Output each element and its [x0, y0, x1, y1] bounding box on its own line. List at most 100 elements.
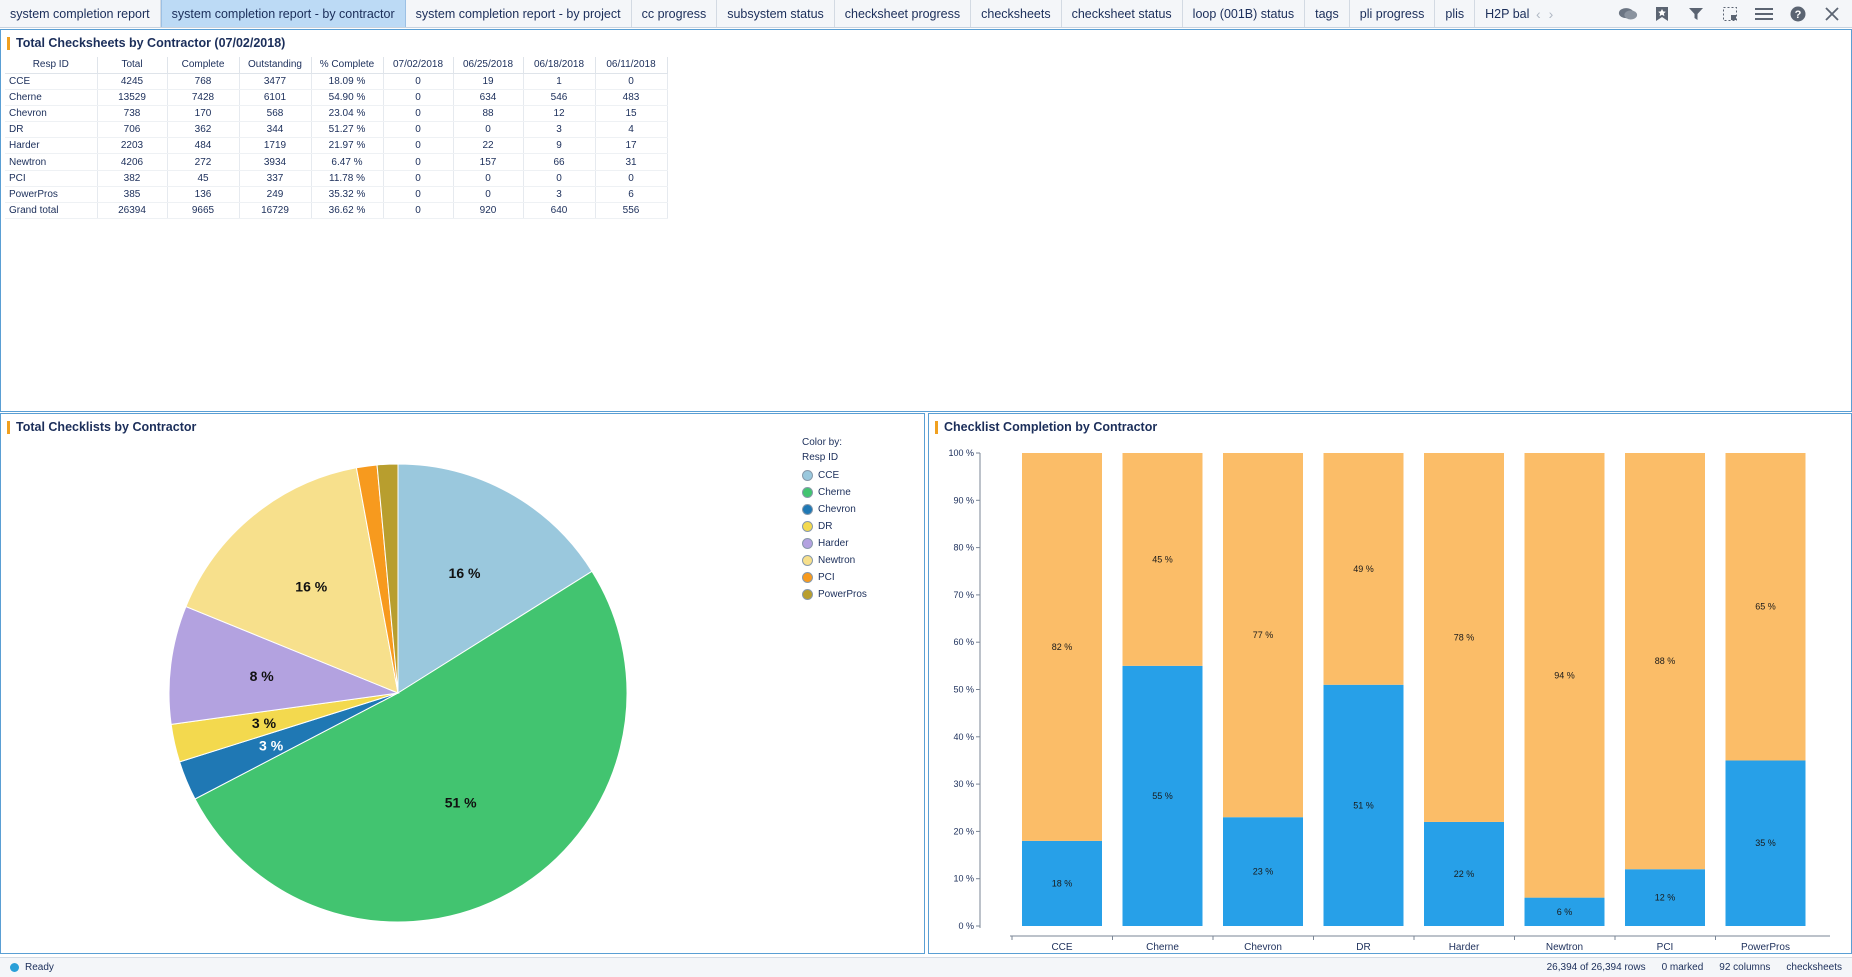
bar-segment-dr-0[interactable]	[1323, 684, 1404, 926]
bar-data-label: 12 %	[1655, 893, 1676, 903]
y-tick-label: 70 %	[953, 590, 974, 600]
tab-0[interactable]: system completion report	[0, 0, 161, 27]
legend-swatch	[802, 538, 813, 549]
column-header[interactable]: Outstanding	[239, 57, 312, 74]
tab-scroll-right-icon[interactable]: ›	[1548, 5, 1554, 22]
table-cell: 45	[167, 170, 240, 187]
bar-data-label: 77 %	[1253, 630, 1274, 640]
table-cell: 16729	[239, 202, 312, 220]
bar-data-label: 49 %	[1353, 564, 1374, 574]
table-row[interactable]: Cherne 13529 7428 6101 54.90 % 0 634 546 483	[5, 89, 668, 106]
tab-bar: system completion report system completio…	[0, 0, 1852, 28]
marked-count: 0 marked	[1661, 962, 1704, 973]
legend-item[interactable]: DR	[802, 518, 867, 535]
legend-item[interactable]: Harder	[802, 535, 867, 552]
tab-12[interactable]: H2P balance	[1475, 0, 1530, 27]
table-cell: CCE	[5, 73, 98, 90]
legend-item[interactable]: Chevron	[802, 501, 867, 518]
bar-segment-harder-0[interactable]	[1424, 821, 1504, 926]
selection-icon[interactable]	[1720, 4, 1740, 24]
table-row[interactable]: DR 706 362 344 51.27 % 0 0 3 4	[5, 121, 668, 139]
table-cell: 17	[595, 137, 668, 155]
column-header[interactable]: 06/11/2018	[595, 57, 668, 74]
table-cell: 157	[453, 153, 524, 171]
table-cell: 35.32 %	[311, 186, 384, 204]
bookmark-icon[interactable]	[1652, 4, 1672, 24]
legend-label: PCI	[818, 572, 835, 583]
bar-segment-powerpros-1[interactable]	[1725, 453, 1806, 761]
comments-icon[interactable]	[1618, 4, 1638, 24]
pie-slice-cce[interactable]	[397, 463, 593, 694]
table-row[interactable]: Chevron 738 170 568 23.04 % 0 88 12 15	[5, 105, 668, 123]
legend-item[interactable]: Cherne	[802, 484, 867, 501]
help-icon[interactable]: ?	[1788, 4, 1808, 24]
y-tick-label: 40 %	[953, 732, 974, 742]
column-header[interactable]: Resp ID	[5, 57, 98, 74]
tab-1[interactable]: system completion report - by contractor	[160, 0, 406, 27]
column-header[interactable]: Complete	[167, 57, 240, 74]
x-tick-label: Harder	[1449, 942, 1480, 953]
tab-8[interactable]: loop (001B) status	[1183, 0, 1306, 27]
column-header[interactable]: Total	[97, 57, 168, 74]
x-tick-label: PCI	[1657, 942, 1674, 953]
table-row[interactable]: PowerPros 385 136 249 35.32 % 0 0 3 6	[5, 186, 668, 204]
tab-scroll-left-icon[interactable]: ‹	[1536, 5, 1541, 22]
menu-icon[interactable]	[1754, 4, 1774, 24]
bar-segment-cce-0[interactable]	[1022, 840, 1102, 926]
legend-item[interactable]: Newtron	[802, 552, 867, 569]
table-row[interactable]: Newtron 4206 272 3934 6.47 % 0 157 66 31	[5, 153, 668, 171]
bar-data-label: 45 %	[1152, 554, 1173, 564]
bar-segment-chevron-0[interactable]	[1223, 817, 1303, 926]
table-row[interactable]: Grand total 26394 9665 16729 36.62 % 0 920 640 5…	[5, 202, 668, 220]
bar-segment-powerpros-0[interactable]	[1725, 760, 1806, 926]
bar-segment-chevron-1[interactable]	[1223, 453, 1303, 818]
legend-item[interactable]: PCI	[802, 569, 867, 586]
bar-segment-dr-1[interactable]	[1323, 453, 1404, 685]
legend-item[interactable]: CCE	[802, 467, 867, 484]
legend-label: Harder	[818, 538, 849, 549]
filter-icon[interactable]	[1686, 4, 1706, 24]
close-icon[interactable]	[1822, 4, 1842, 24]
column-header[interactable]: % Complete	[311, 57, 384, 74]
legend-title: Color by:	[802, 437, 843, 448]
tab-4[interactable]: subsystem status	[717, 0, 835, 27]
bar-segment-cherne-1[interactable]	[1122, 453, 1203, 666]
column-count: 92 columns	[1719, 962, 1771, 973]
bar-segment-pci-1[interactable]	[1625, 453, 1705, 870]
column-header[interactable]: 07/02/2018	[383, 57, 454, 74]
table-cell: 3	[523, 186, 596, 204]
active-table[interactable]: checksheets	[1786, 962, 1842, 973]
bar-segment-newtron-1[interactable]	[1524, 453, 1605, 898]
legend-subtitle[interactable]: Resp ID	[802, 452, 839, 463]
table-cell: 640	[523, 202, 596, 220]
table-cell: Newtron	[5, 153, 98, 171]
tab-3[interactable]: cc progress	[632, 0, 718, 27]
tab-10[interactable]: pli progress	[1350, 0, 1436, 27]
table-cell: 3934	[239, 153, 312, 171]
y-tick-label: 50 %	[953, 685, 974, 695]
table-row[interactable]: CCE 4245 768 3477 18.09 % 0 19 1 0	[5, 73, 668, 90]
legend-item[interactable]: PowerPros	[802, 586, 867, 603]
pie-slice-newtron[interactable]	[185, 467, 399, 694]
tab-2[interactable]: system completion report - by project	[406, 0, 632, 27]
bar-segment-cce-1[interactable]	[1022, 453, 1102, 841]
table-row[interactable]: Harder 2203 484 1719 21.97 % 0 22 9 17	[5, 137, 668, 155]
tab-6[interactable]: checksheets	[971, 0, 1062, 27]
tab-5[interactable]: checksheet progress	[835, 0, 972, 27]
table-row[interactable]: PCI 382 45 337 11.78 % 0 0 0 0	[5, 170, 668, 187]
pie-slice-harder[interactable]	[168, 605, 400, 725]
tab-7[interactable]: checksheet status	[1062, 0, 1183, 27]
pie-slice-powerpros[interactable]	[376, 463, 399, 694]
table-cell: 66	[523, 153, 596, 171]
pie-slice-cherne[interactable]	[194, 570, 628, 923]
bar-segment-pci-0[interactable]	[1625, 869, 1705, 926]
legend-label: Chevron	[818, 504, 856, 515]
bar-segment-harder-1[interactable]	[1424, 453, 1504, 822]
bar-segment-newtron-0[interactable]	[1524, 897, 1605, 926]
tab-11[interactable]: plis	[1435, 0, 1476, 27]
column-header[interactable]: 06/18/2018	[523, 57, 596, 74]
bar-segment-cherne-0[interactable]	[1122, 665, 1203, 926]
tab-9[interactable]: tags	[1305, 0, 1350, 27]
column-header[interactable]: 06/25/2018	[453, 57, 524, 74]
table-cell: 249	[239, 186, 312, 204]
